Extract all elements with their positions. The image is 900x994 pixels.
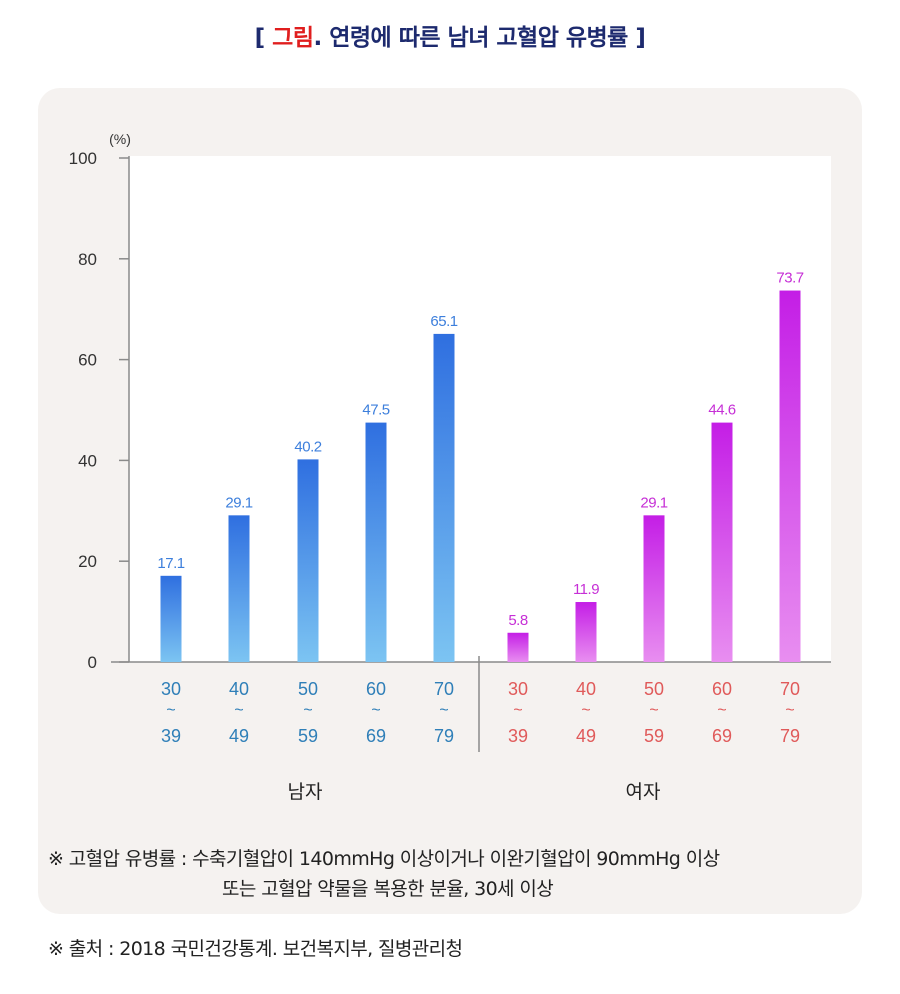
bar	[711, 422, 733, 662]
x-tick-label-from: 70	[434, 679, 454, 699]
y-axis-unit-label: (%)	[109, 131, 131, 147]
x-tick-label-to: 69	[366, 726, 386, 746]
x-tick-label-to: 59	[644, 726, 664, 746]
x-tick-label-from: 50	[644, 679, 664, 699]
y-tick-label: 60	[78, 351, 97, 370]
bar	[575, 602, 597, 662]
y-tick-label: 80	[78, 250, 97, 269]
x-tick-label-tilde: ~	[649, 702, 658, 719]
bar	[507, 632, 529, 662]
x-tick-label-to: 49	[229, 726, 249, 746]
bar	[643, 515, 665, 662]
x-tick-label-from: 30	[508, 679, 528, 699]
x-tick-label-tilde: ~	[717, 702, 726, 719]
x-tick-label-to: 39	[508, 726, 528, 746]
bar-value-label: 44.6	[708, 402, 735, 419]
x-tick-label-to: 69	[712, 726, 732, 746]
y-tick-label: 40	[78, 451, 97, 470]
x-tick-label-tilde: ~	[303, 702, 312, 719]
x-tick-label-from: 40	[229, 679, 249, 699]
bar	[365, 422, 387, 662]
source-note: ※ 출처 : 2018 국민건강통계. 보건복지부, 질병관리청	[48, 938, 463, 960]
y-tick-label: 20	[78, 552, 97, 571]
x-tick-label-tilde: ~	[166, 702, 175, 719]
bar	[297, 459, 319, 662]
x-tick-label-to: 79	[434, 726, 454, 746]
bar	[160, 575, 182, 662]
x-tick-label-from: 60	[366, 679, 386, 699]
y-tick-label: 0	[88, 653, 97, 672]
group-label: 남자	[288, 781, 323, 803]
x-tick-label-to: 39	[161, 726, 181, 746]
x-tick-label-to: 49	[576, 726, 596, 746]
title-bracket-open: [	[254, 25, 266, 51]
bar	[779, 290, 801, 662]
x-tick-label-from: 30	[161, 679, 181, 699]
bar	[433, 333, 455, 662]
bar-value-label: 11.9	[573, 581, 599, 598]
title-text: . 연령에 따른 남녀 고혈압 유병률	[313, 25, 628, 51]
x-tick-label-from: 50	[298, 679, 318, 699]
x-tick-label-tilde: ~	[513, 702, 522, 719]
x-tick-label-from: 70	[780, 679, 800, 699]
definition-line-1: ※ 고혈압 유병률 : 수축기혈압이 140mmHg 이상이거나 이완기혈압이 …	[48, 848, 720, 870]
x-tick-label-tilde: ~	[785, 702, 794, 719]
bar-value-label: 47.5	[362, 402, 389, 419]
x-tick-label-tilde: ~	[234, 702, 243, 719]
bar-value-label: 73.7	[776, 270, 803, 287]
x-tick-label-to: 79	[780, 726, 800, 746]
x-tick-label-tilde: ~	[581, 702, 590, 719]
bar-value-label: 65.1	[430, 313, 457, 330]
x-tick-label-from: 60	[712, 679, 732, 699]
bar	[228, 515, 250, 662]
bar-value-label: 40.2	[294, 438, 321, 455]
group-label: 여자	[626, 781, 661, 803]
bar-value-label: 5.8	[508, 612, 528, 629]
x-tick-label-from: 40	[576, 679, 596, 699]
definition-note: ※ 고혈압 유병률 : 수축기혈압이 140mmHg 이상이거나 이완기혈압이 …	[48, 844, 720, 904]
x-tick-label-to: 59	[298, 726, 318, 746]
bar-value-label: 29.1	[225, 494, 252, 511]
title-accent: 그림	[272, 25, 314, 51]
chart-title: [ 그림. 연령에 따른 남녀 고혈압 유병률 ]	[0, 18, 900, 52]
x-tick-label-tilde: ~	[439, 702, 448, 719]
title-bracket-close: ]	[635, 25, 646, 51]
bar-value-label: 17.1	[157, 555, 184, 572]
y-tick-label: 100	[69, 149, 97, 168]
definition-line-2: 또는 고혈압 약물을 복용한 분율, 30세 이상	[222, 878, 554, 900]
bar-value-label: 29.1	[640, 494, 667, 511]
x-tick-label-tilde: ~	[371, 702, 380, 719]
